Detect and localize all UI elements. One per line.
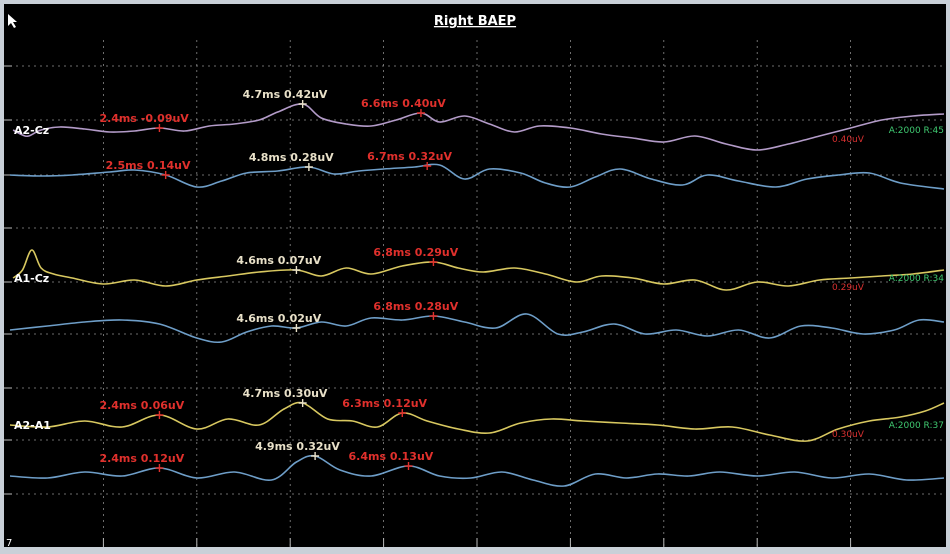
peak-label: 6.6ms 0.40uV [361, 97, 446, 110]
channel-info: A:2000 R:37 [889, 421, 944, 431]
peak-label: 4.8ms 0.28uV [249, 151, 334, 164]
amplitude-note: 0.29uV [832, 283, 865, 293]
peak-label: 2.4ms 0.12uV [99, 452, 184, 465]
channel-label-a2-cz: A2-Cz [14, 124, 49, 137]
peak-label: 6.7ms 0.32uV [367, 150, 452, 163]
peak-label: 4.9ms 0.32uV [255, 440, 340, 453]
peak-label: 6.8ms 0.29uV [373, 246, 458, 259]
corner-mark-icon: 7 [6, 538, 12, 549]
channel-info: A:2000 R:45 [889, 126, 944, 136]
peak-label: 2.4ms 0.06uV [99, 399, 184, 412]
channel-label-a1-cz: A1-Cz [14, 272, 49, 285]
chart-title: Right BAEP [434, 14, 516, 29]
peak-label: 4.7ms 0.42uV [243, 88, 328, 101]
peak-label: 6.3ms 0.12uV [342, 397, 427, 410]
svg-text:7: 7 [6, 538, 12, 549]
peak-label: 4.6ms 0.07uV [236, 254, 321, 267]
peak-label: 4.6ms 0.02uV [236, 312, 321, 325]
peak-label: 6.8ms 0.28uV [373, 300, 458, 313]
amplitude-note: 0.40uV [832, 135, 865, 145]
channel-info: A:2000 R:34 [889, 274, 945, 284]
peak-label: 2.4ms -0.09uV [99, 112, 189, 125]
peak-label: 2.5ms 0.14uV [106, 159, 191, 172]
plot-background [4, 4, 946, 547]
channel-label-a2-a1: A2-A1 [14, 419, 51, 432]
peak-label: 4.7ms 0.30uV [243, 387, 328, 400]
amplitude-note: 0.30uV [832, 430, 865, 440]
peak-label: 6.4ms 0.13uV [349, 450, 434, 463]
